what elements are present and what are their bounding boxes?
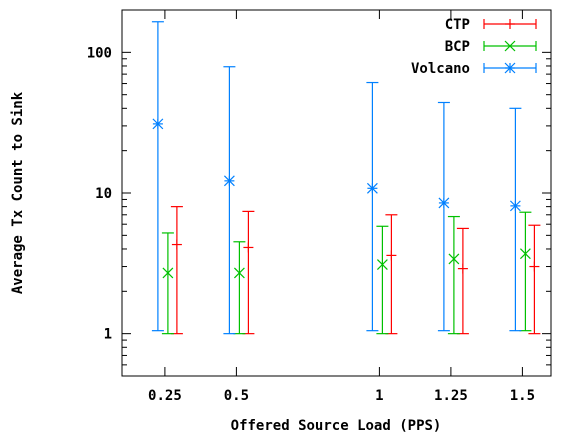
ctp-marker bbox=[457, 263, 468, 274]
ctp-marker bbox=[243, 242, 254, 253]
legend-marker-volcano bbox=[504, 62, 516, 74]
legend-marker-bcp bbox=[504, 40, 516, 52]
y-tick-label: 1 bbox=[104, 327, 112, 343]
marker-stroke bbox=[233, 267, 245, 279]
bcp-error-bar bbox=[161, 232, 174, 335]
bcp-marker bbox=[233, 267, 245, 279]
marker-stroke bbox=[162, 267, 174, 279]
volcano-marker bbox=[223, 175, 235, 187]
marker-stroke bbox=[152, 118, 164, 130]
ctp-error-bar bbox=[528, 224, 541, 335]
bcp-error-bar bbox=[519, 211, 532, 332]
marker-stroke bbox=[519, 248, 531, 260]
ctp-error-bar bbox=[456, 227, 469, 335]
marker-stroke bbox=[438, 197, 450, 209]
ctp-error-bar bbox=[385, 214, 398, 335]
marker-stroke bbox=[504, 40, 516, 52]
legend: CTP BCP Volcano bbox=[411, 17, 537, 77]
x-tick-label: 1.5 bbox=[510, 388, 535, 404]
x-tick-label: 1.25 bbox=[434, 388, 468, 404]
x-tick-label: 0.5 bbox=[224, 388, 249, 404]
legend-label-volcano: Volcano bbox=[411, 61, 470, 77]
error-bars bbox=[151, 21, 541, 335]
volcano-error-bar bbox=[509, 107, 522, 332]
bcp-error-bar bbox=[447, 215, 460, 335]
ctp-error-bar bbox=[170, 206, 183, 335]
marker-stroke bbox=[504, 62, 516, 74]
bcp-marker bbox=[376, 259, 388, 270]
volcano-marker bbox=[366, 182, 378, 194]
marker-stroke bbox=[448, 253, 460, 265]
volcano-error-bar bbox=[366, 81, 379, 332]
x-tick-label: 0.25 bbox=[148, 388, 182, 404]
legend-label-bcp: BCP bbox=[445, 39, 470, 55]
volcano-error-bar bbox=[223, 66, 236, 335]
marker-stroke bbox=[376, 259, 388, 270]
marker-stroke bbox=[366, 182, 378, 194]
marker-stroke bbox=[223, 175, 235, 187]
y-tick-label: 10 bbox=[95, 186, 112, 202]
volcano-error-bar bbox=[151, 21, 164, 332]
axis-ticks: 1 10 100 0.25 0.5 1 1.25 1.5 bbox=[87, 9, 551, 404]
bcp-marker bbox=[519, 248, 531, 260]
data-markers bbox=[152, 118, 540, 279]
bcp-error-bar bbox=[233, 241, 246, 335]
bcp-error-bar bbox=[376, 225, 389, 335]
legend-label-ctp: CTP bbox=[445, 17, 470, 33]
plot-frame bbox=[121, 9, 552, 377]
ctp-marker bbox=[171, 239, 182, 250]
bcp-marker bbox=[448, 253, 460, 265]
x-axis-label: Offered Source Load (PPS) bbox=[231, 418, 442, 434]
volcano-marker bbox=[509, 200, 521, 212]
volcano-marker bbox=[152, 118, 164, 130]
bcp-marker bbox=[162, 267, 174, 279]
ctp-marker bbox=[529, 261, 540, 272]
volcano-error-bar bbox=[437, 101, 450, 332]
y-tick-label: 100 bbox=[87, 45, 112, 61]
volcano-marker bbox=[438, 197, 450, 209]
ctp-error-bar bbox=[242, 210, 255, 335]
ctp-marker bbox=[386, 250, 397, 261]
marker-stroke bbox=[509, 200, 521, 212]
legend-marker-ctp bbox=[505, 19, 515, 29]
y-axis-label: Average Tx Count to Sink bbox=[10, 91, 26, 294]
x-tick-label: 1 bbox=[375, 388, 383, 404]
